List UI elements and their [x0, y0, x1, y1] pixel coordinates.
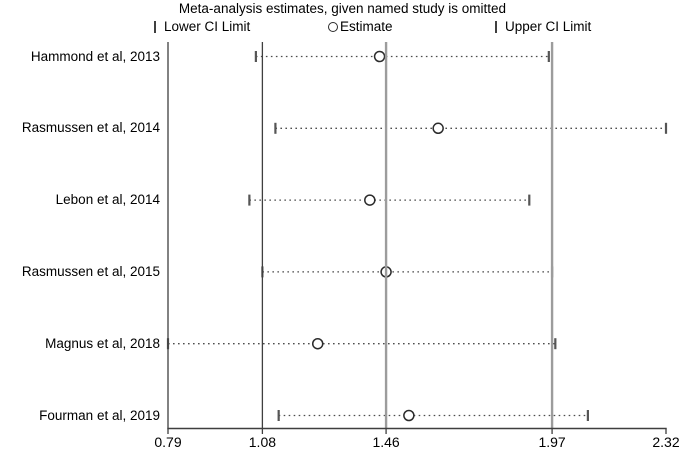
x-axis-tick-label: 1.97: [538, 434, 566, 450]
lower-ci-tick: [254, 51, 257, 62]
estimate-marker: [432, 122, 444, 135]
x-axis-tick-label: 1.08: [248, 434, 277, 450]
x-axis-tick-label: 0.79: [154, 434, 182, 450]
estimate-marker: [403, 409, 415, 422]
upper-ci-tick: [586, 410, 589, 421]
estimate-legend-icon: [328, 22, 338, 32]
study-label: Rasmussen et al, 2014: [21, 120, 160, 136]
legend-upper-ci: Upper CI Limit: [495, 19, 591, 35]
x-axis-tick-label: 1.46: [372, 434, 400, 450]
study-label: Magnus et al, 2018: [45, 335, 160, 351]
estimate-marker: [364, 194, 376, 206]
upper-ci-tick: [547, 51, 550, 62]
legend-lower-ci: Lower CI Limit: [154, 19, 250, 35]
legend-estimate-label: Estimate: [340, 19, 393, 34]
estimate-marker: [311, 337, 324, 350]
estimate-marker: [373, 50, 386, 63]
x-axis-tick-label: 2.32: [652, 434, 680, 450]
legend-lower-ci-label: Lower CI Limit: [164, 19, 251, 34]
upper-ci-tick: [528, 194, 531, 206]
upper-ci-tick: [554, 338, 557, 350]
upper-ci-legend-icon: [495, 21, 497, 33]
chart-title: Meta-analysis estimates, given named stu…: [178, 1, 507, 16]
study-label: Fourman et al, 2019: [39, 407, 160, 423]
lower-ci-tick: [274, 122, 277, 134]
lower-ci-legend-icon: [154, 21, 156, 33]
upper-ci-tick: [664, 122, 668, 134]
lower-ci-tick: [248, 194, 251, 206]
study-label: Lebon et al, 2014: [55, 192, 160, 208]
legend-estimate: Estimate: [328, 19, 393, 35]
legend-upper-ci-label: Upper CI Limit: [505, 19, 592, 34]
study-label: Rasmussen et al, 2015: [21, 263, 160, 279]
study-label: Hammond et al, 2013: [30, 48, 160, 64]
lower-ci-tick: [277, 410, 280, 421]
